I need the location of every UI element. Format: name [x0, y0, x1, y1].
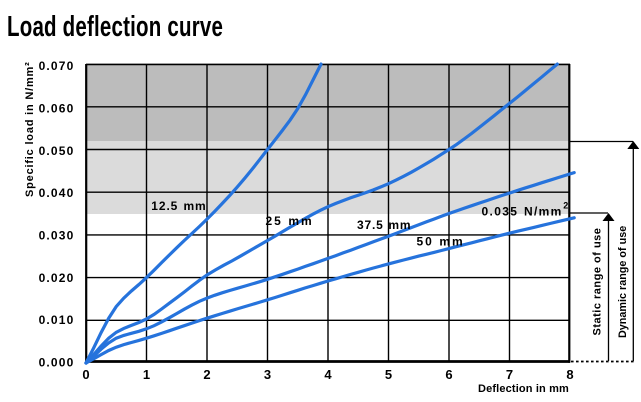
svg-text:50 mm: 50 mm [417, 235, 465, 249]
svg-text:5: 5 [385, 367, 392, 382]
svg-text:Deflection in mm: Deflection in mm [478, 383, 569, 395]
svg-text:7: 7 [506, 367, 513, 382]
svg-text:37.5 mm: 37.5 mm [357, 218, 411, 232]
svg-text:0.060: 0.060 [39, 102, 75, 116]
svg-text:1: 1 [143, 367, 150, 382]
svg-text:0.000: 0.000 [39, 356, 75, 370]
svg-text:0.050: 0.050 [39, 144, 75, 158]
svg-text:2: 2 [203, 367, 210, 382]
svg-text:12.5 mm: 12.5 mm [151, 199, 206, 213]
svg-text:0.035 N/mm2: 0.035 N/mm2 [482, 201, 570, 219]
svg-text:0.040: 0.040 [39, 186, 75, 200]
svg-text:0.030: 0.030 [39, 229, 75, 243]
svg-text:Specific load in N/mm²: Specific load in N/mm² [24, 61, 36, 197]
svg-text:25 mm: 25 mm [266, 214, 314, 228]
svg-text:3: 3 [264, 367, 271, 382]
svg-text:0.020: 0.020 [39, 271, 75, 285]
svg-text:Static range of use: Static range of use [592, 228, 604, 336]
svg-text:0: 0 [82, 367, 89, 382]
svg-text:0.070: 0.070 [39, 59, 75, 73]
svg-text:6: 6 [445, 367, 452, 382]
svg-text:Dynamic range of use: Dynamic range of use [617, 226, 629, 338]
svg-text:8: 8 [566, 367, 573, 382]
svg-text:4: 4 [324, 367, 332, 382]
svg-text:0.010: 0.010 [39, 313, 75, 327]
